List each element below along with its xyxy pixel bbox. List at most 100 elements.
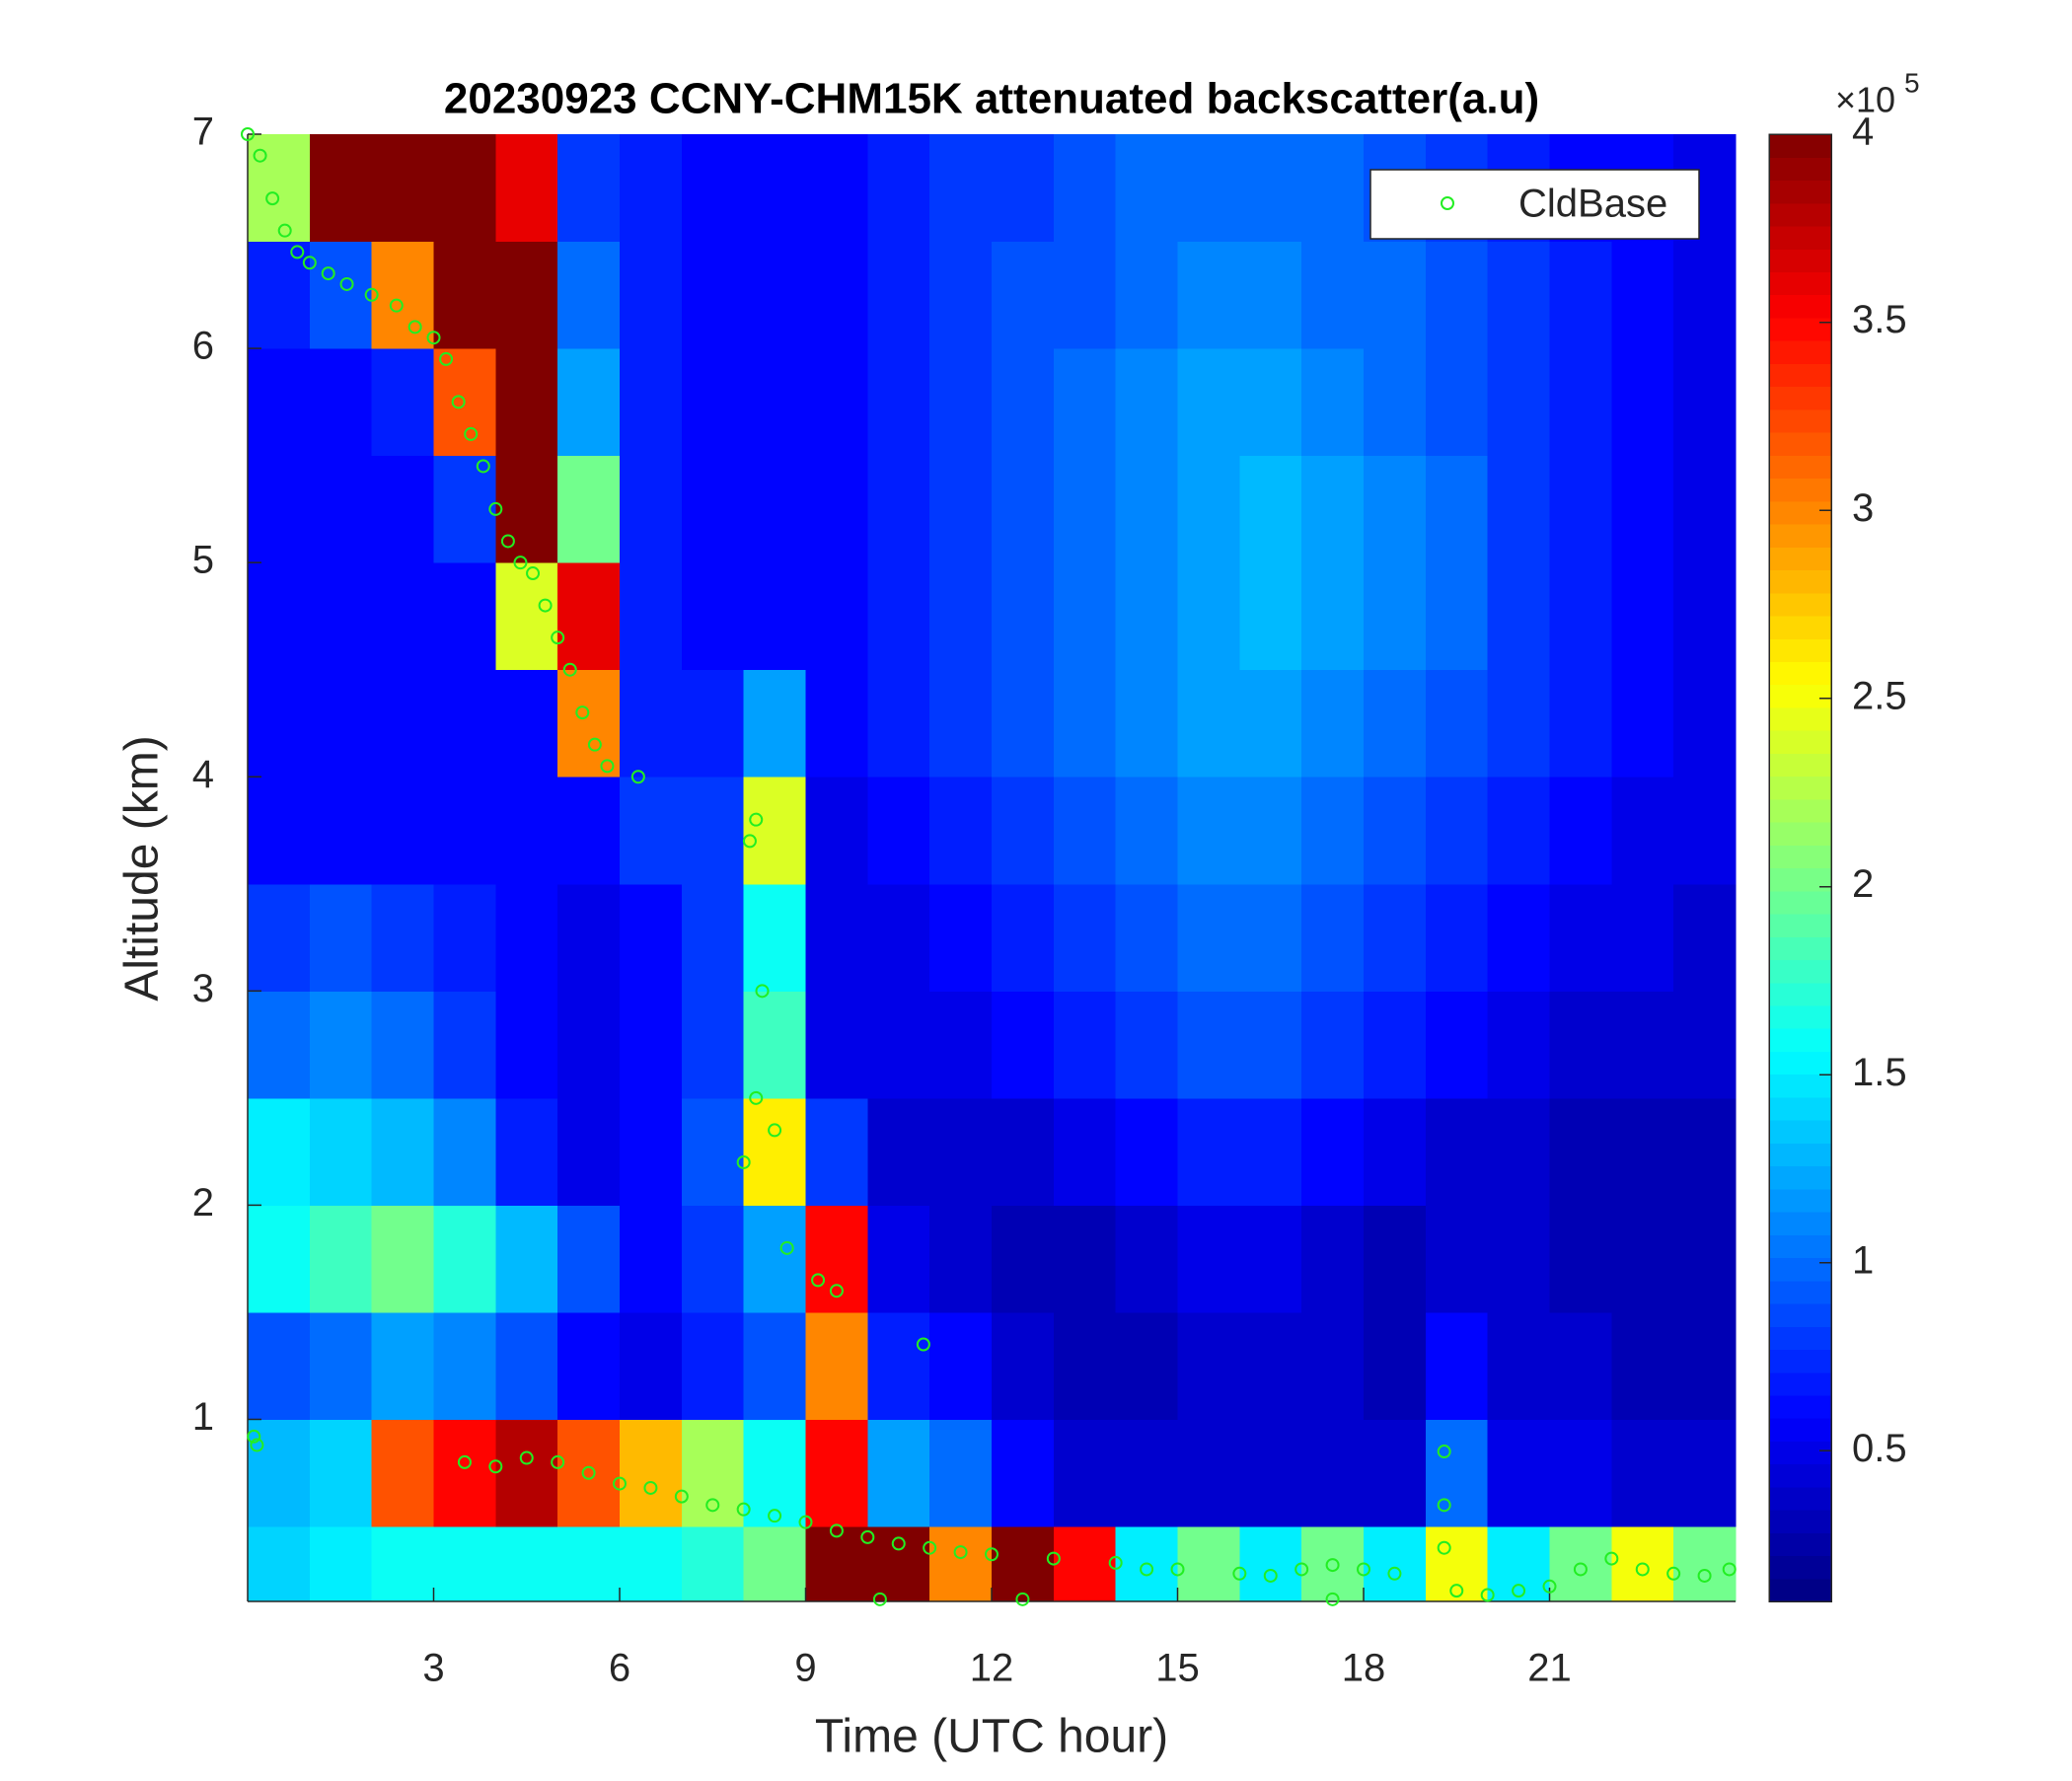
cloud-base-point bbox=[1140, 1562, 1154, 1577]
cloud-base-point bbox=[290, 245, 305, 260]
heat-cell bbox=[743, 348, 806, 457]
heat-cell bbox=[867, 669, 930, 778]
heat-cell bbox=[1425, 348, 1489, 457]
cloud-base-point bbox=[339, 276, 354, 291]
heat-cell bbox=[309, 455, 373, 563]
heat-cell bbox=[1611, 669, 1674, 778]
heat-cell bbox=[309, 883, 373, 992]
heat-cell bbox=[681, 777, 745, 885]
heat-cell bbox=[992, 1311, 1055, 1420]
heat-cell bbox=[929, 883, 993, 992]
heat-cell bbox=[495, 134, 558, 243]
cloud-base-point bbox=[779, 1240, 794, 1255]
colorbar-swatch bbox=[1769, 1418, 1831, 1442]
heat-cell bbox=[1053, 562, 1117, 671]
heat-cell bbox=[620, 134, 683, 243]
heat-cell bbox=[929, 134, 993, 243]
heat-cell bbox=[371, 1205, 434, 1313]
heat-cell bbox=[805, 1097, 868, 1206]
heat-cell bbox=[309, 991, 373, 1099]
cloud-base-point bbox=[551, 1454, 565, 1469]
heat-cell bbox=[371, 669, 434, 778]
heat-cell bbox=[620, 669, 683, 778]
heat-cell bbox=[1115, 669, 1178, 778]
heat-cell bbox=[1673, 1205, 1737, 1313]
cloud-base-point bbox=[1437, 1540, 1451, 1555]
heat-cell bbox=[433, 991, 496, 1099]
heat-cell bbox=[495, 991, 558, 1099]
heat-cell bbox=[1115, 1205, 1178, 1313]
heat-cell bbox=[371, 241, 434, 349]
heat-cell bbox=[867, 1205, 930, 1313]
colorbar-swatch bbox=[1769, 157, 1831, 182]
heat-cell bbox=[1301, 777, 1365, 885]
heat-cell bbox=[805, 883, 868, 992]
heat-cell bbox=[1487, 777, 1550, 885]
x-tick-label: 6 bbox=[609, 1647, 630, 1690]
heat-cell bbox=[1115, 1097, 1178, 1206]
heat-cell bbox=[1301, 883, 1365, 992]
heat-cell bbox=[371, 1526, 434, 1602]
heat-cell bbox=[433, 562, 496, 671]
heat-cell bbox=[1425, 455, 1489, 563]
cloud-base-point bbox=[891, 1536, 906, 1551]
heat-cell bbox=[495, 455, 558, 563]
heat-cell bbox=[371, 134, 434, 243]
heat-cell bbox=[248, 1419, 311, 1527]
heat-cell bbox=[681, 348, 745, 457]
y-tick-label: 1 bbox=[192, 1395, 214, 1439]
cloud-base-point bbox=[1666, 1566, 1681, 1581]
heat-cell bbox=[743, 241, 806, 349]
heat-cell bbox=[1487, 562, 1550, 671]
colorbar-swatch bbox=[1769, 890, 1831, 915]
heat-cell bbox=[743, 669, 806, 778]
colorbar-swatch bbox=[1769, 1257, 1831, 1282]
heat-cell bbox=[1053, 883, 1117, 992]
heat-cell bbox=[743, 1097, 806, 1206]
heat-cell bbox=[929, 562, 993, 671]
heat-cell bbox=[743, 455, 806, 563]
heat-cell bbox=[309, 1311, 373, 1420]
cloud-base-point bbox=[1437, 1445, 1451, 1459]
cloud-base-point bbox=[630, 770, 645, 784]
heat-cell bbox=[620, 1526, 683, 1602]
heat-cell bbox=[1177, 241, 1240, 349]
heat-cell bbox=[1425, 241, 1489, 349]
heat-cell bbox=[1115, 1419, 1178, 1527]
y-tick-label: 5 bbox=[192, 539, 214, 582]
heat-cell bbox=[1177, 777, 1240, 885]
colorbar-swatch bbox=[1769, 547, 1831, 571]
cloud-base-point bbox=[1449, 1584, 1464, 1598]
heat-cell bbox=[681, 1419, 745, 1527]
colorbar-swatch bbox=[1769, 798, 1831, 823]
heat-cell bbox=[371, 1419, 434, 1527]
heat-cell bbox=[929, 1311, 993, 1420]
heat-cell bbox=[681, 669, 745, 778]
colorbar-tick-label: 0.5 bbox=[1852, 1427, 1907, 1470]
cloud-base-point bbox=[742, 834, 757, 849]
heat-cell bbox=[1425, 1205, 1489, 1313]
cloud-base-point bbox=[768, 1123, 782, 1138]
heat-cell bbox=[1053, 777, 1117, 885]
heat-cell bbox=[1611, 1205, 1674, 1313]
heat-cell bbox=[620, 1097, 683, 1206]
heat-cell bbox=[1549, 562, 1612, 671]
colorbar-swatch bbox=[1769, 1120, 1831, 1144]
cloud-base-point bbox=[439, 351, 454, 366]
colorbar-swatch bbox=[1769, 1486, 1831, 1511]
colorbar-swatch bbox=[1769, 225, 1831, 250]
heat-cell bbox=[929, 348, 993, 457]
heat-cell bbox=[1115, 562, 1178, 671]
heat-cell bbox=[1177, 1097, 1240, 1206]
cloud-base-point bbox=[407, 320, 422, 334]
heat-cell bbox=[620, 1311, 683, 1420]
heat-cell bbox=[557, 455, 621, 563]
heat-cell bbox=[248, 1526, 311, 1602]
heat-cell bbox=[1549, 1205, 1612, 1313]
cloud-base-point bbox=[985, 1547, 999, 1562]
heat-cell bbox=[929, 455, 993, 563]
colorbar-swatch bbox=[1769, 271, 1831, 296]
cloud-base-point bbox=[1232, 1566, 1247, 1581]
heat-cell bbox=[929, 669, 993, 778]
cloud-base-point bbox=[860, 1529, 875, 1544]
